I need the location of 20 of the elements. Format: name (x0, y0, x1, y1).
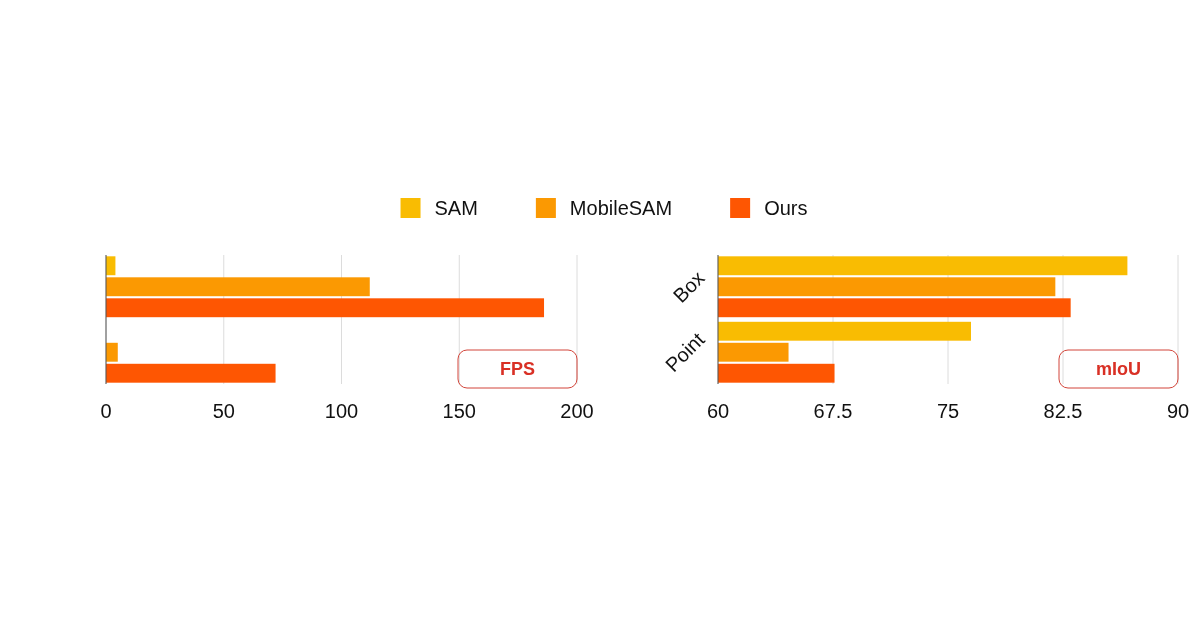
legend-label: MobileSAM (569, 197, 673, 219)
annotation: FPS (499, 359, 536, 380)
legend-label: Ours (764, 197, 808, 219)
x-tick-label: 200 (560, 400, 594, 422)
bar (106, 363, 276, 383)
x-tick-label: 0 (100, 400, 112, 422)
x-tick-label: 67.5 (813, 400, 853, 422)
y-tick-label: Box (668, 266, 709, 307)
x-tick-label: 100 (324, 400, 359, 422)
annotation: mIoU (1096, 359, 1141, 380)
x-tick-label: 82.5 (1043, 400, 1083, 422)
bar (106, 298, 545, 318)
x-tick-label: 150 (442, 400, 476, 422)
x-tick-label: 90 (1166, 400, 1190, 422)
x-tick-label: 50 (212, 400, 235, 422)
x-tick-label: 75 (936, 400, 960, 422)
bar (106, 277, 370, 297)
x-tick-label: 60 (706, 400, 730, 422)
legend-label: SAM (434, 197, 478, 219)
bar (106, 342, 118, 362)
